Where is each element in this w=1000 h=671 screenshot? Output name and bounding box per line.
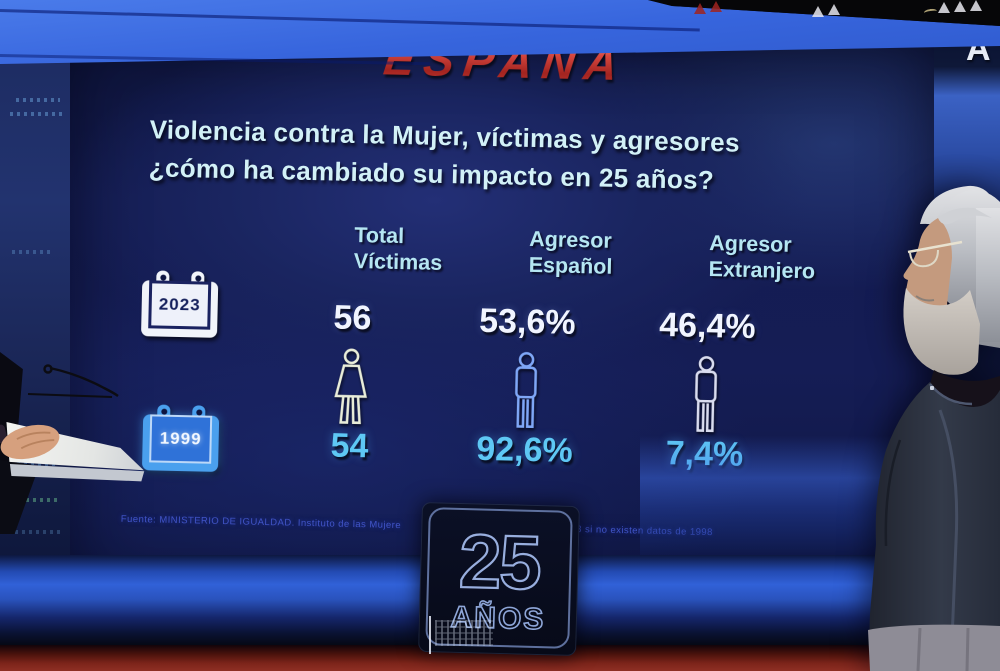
badge-word: AÑOS (450, 600, 546, 636)
column-label: Agresor (708, 231, 792, 257)
studio-deco-dots (10, 462, 58, 466)
studio-deco-triangle-icon (828, 4, 840, 15)
badge-number: 25 (458, 519, 541, 606)
calendar-2023-icon: 2023 (141, 270, 219, 338)
man-icon (680, 354, 732, 437)
column-header-total-victimas: Total Víctimas (259, 221, 450, 275)
column-label: Agresor (529, 226, 613, 253)
studio-deco-triangle-icon (710, 1, 722, 12)
studio-deco-triangle-icon (694, 3, 706, 14)
man-face (903, 218, 952, 319)
value-2023-extranjero: 46,4% (658, 305, 757, 347)
value-2023-total: 56 (333, 298, 372, 338)
man-glasses-icon (907, 240, 963, 268)
studio-deco-dots (435, 620, 493, 646)
studio-deco-triangle-icon (812, 6, 824, 17)
column-label: Total (354, 222, 405, 249)
man-trousers (868, 624, 1000, 671)
year-label-1999: 1999 (149, 414, 213, 464)
column-label: Extranjero (708, 256, 816, 284)
headline-line1: Violencia contra la Mujer, víctimas y ag… (149, 114, 741, 158)
calendar-1999-icon: 1999 (141, 404, 220, 472)
studio-deco-triangle-icon (954, 1, 966, 12)
value-2023-espanol: 53,6% (478, 301, 577, 342)
headline-line2: ¿cómo ha cambiado su impacto en 25 años? (148, 152, 715, 196)
man-jacket (869, 382, 1000, 671)
man-beard (903, 288, 980, 375)
studio-deco-dots (16, 98, 60, 102)
lavalier-mic-icon (930, 386, 934, 390)
value-1999-espanol: 92,6% (475, 429, 574, 470)
woman-icon (325, 346, 377, 429)
presenter-man (868, 185, 1000, 671)
man-mouth (915, 295, 935, 302)
studio-deco-triangle-icon (938, 2, 950, 13)
source-note-left: Fuente: MINISTERIO DE IGUALDAD. Institut… (120, 513, 402, 532)
studio-deco-dots (8, 530, 60, 534)
studio-deco-dots (12, 250, 52, 254)
column-header-agresor-extranjero: Agresor Extranjero (614, 229, 815, 283)
studio-deco-triangle-icon (970, 0, 982, 11)
column-label: Español (528, 252, 613, 279)
column-header-agresor-espanol: Agresor Español (434, 225, 625, 279)
man-hair-front (938, 207, 992, 225)
man-icon (500, 350, 552, 433)
studio-deco-dots (12, 498, 58, 502)
year-label-2023: 2023 (148, 280, 212, 330)
infographic: ESPAÑA Violencia contra la Mujer, víctim… (70, 30, 938, 598)
anniversary-badge-25-anos: 25 AÑOS (418, 501, 580, 657)
column-label: Víctimas (353, 248, 443, 275)
studio-deco-line (429, 616, 431, 654)
presenter-hand (0, 424, 60, 460)
studio-deco-dots (10, 112, 62, 116)
value-1999-total: 54 (330, 426, 369, 466)
eyeglasses-in-hand-icon (27, 364, 119, 398)
